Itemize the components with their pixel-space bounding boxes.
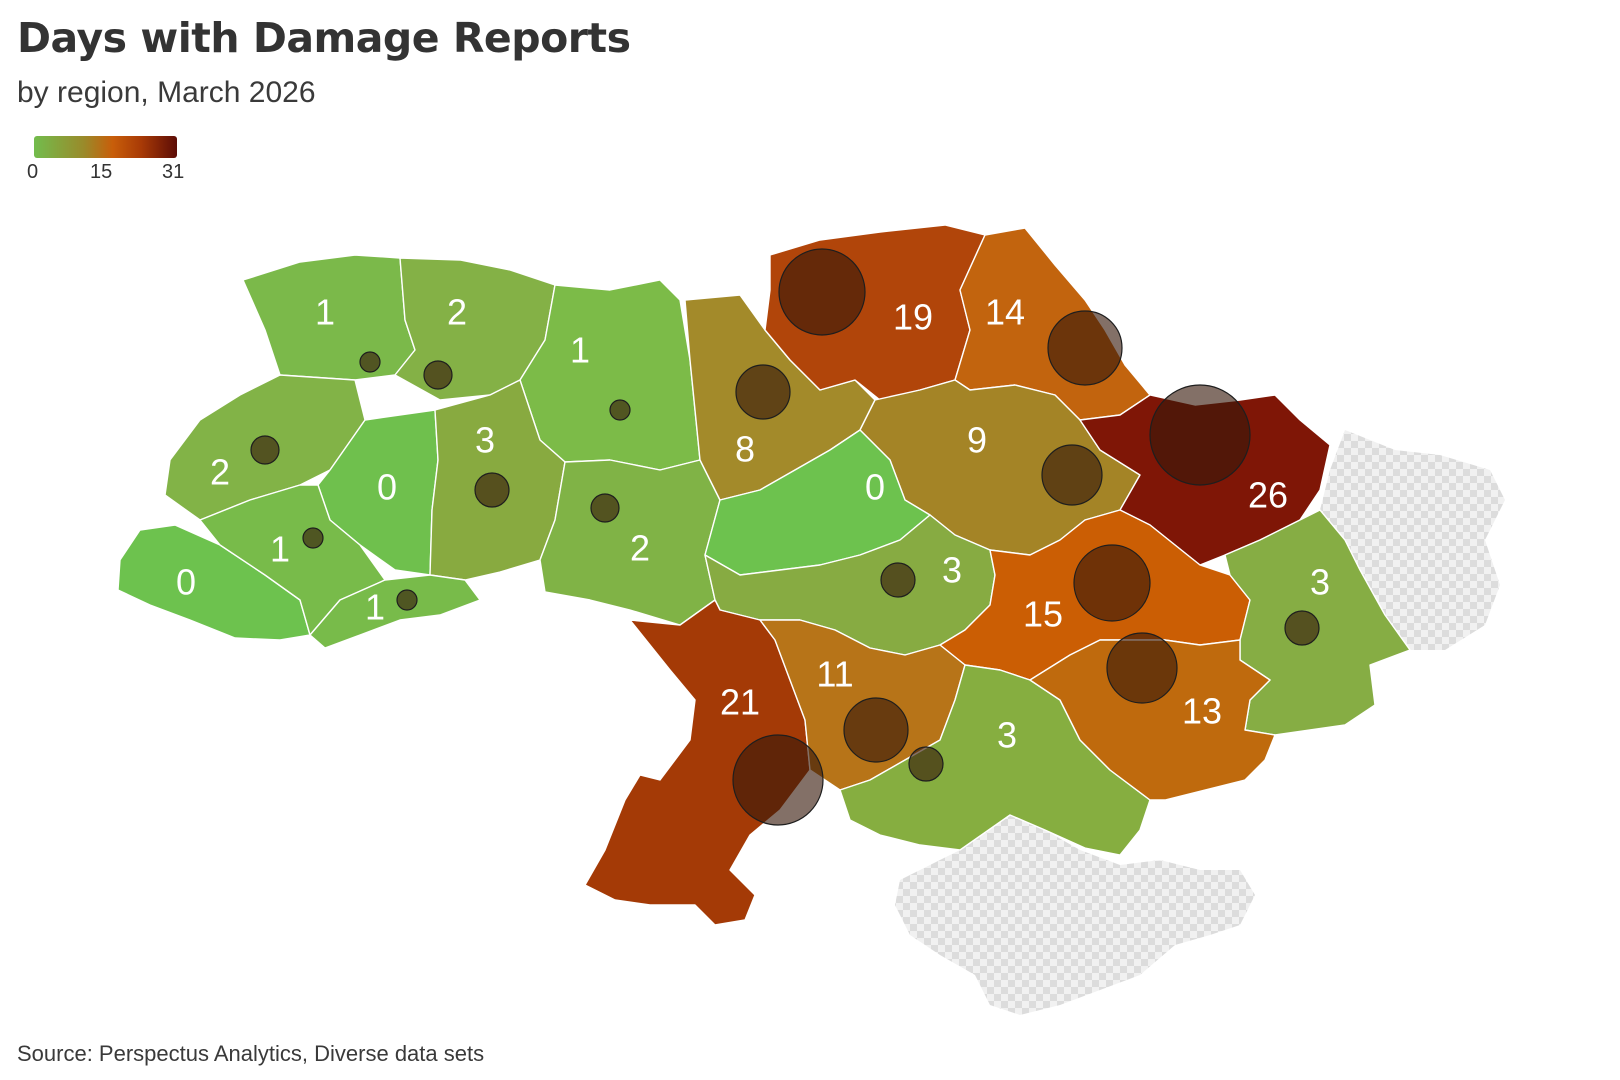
label-ivano-frankivsk: 1 <box>270 529 290 570</box>
label-kyiv: 8 <box>735 429 755 470</box>
bubble-zhytomyr <box>609 399 631 421</box>
bubble-kirovohrad <box>880 562 916 598</box>
bubble-chernihiv <box>778 248 866 336</box>
bubble-rivne <box>423 360 453 390</box>
label-chernivtsi: 1 <box>365 587 385 628</box>
label-cherkasy: 0 <box>865 467 885 508</box>
bubble-vinnytsia <box>590 493 620 523</box>
bubble-kharkiv <box>1149 384 1251 486</box>
bubble-sumy <box>1047 310 1123 386</box>
bubble-lviv <box>250 435 280 465</box>
bubble-chernivtsi <box>396 589 418 611</box>
label-sumy: 14 <box>985 292 1025 333</box>
labels-layer: 1 2 1 2 0 3 2 0 1 1 8 19 14 9 0 26 3 15 … <box>176 292 1330 756</box>
regions-layer <box>117 224 1411 926</box>
label-zaporizhzhia: 13 <box>1182 691 1222 732</box>
bubble-odesa <box>732 734 824 826</box>
legend-tick-min: 0 <box>27 161 39 183</box>
bubble-luhansk <box>1284 610 1320 646</box>
region-chernivtsi[interactable] <box>309 574 481 649</box>
region-zaporizhzhia[interactable] <box>1029 639 1276 801</box>
label-poltava: 9 <box>967 420 987 461</box>
label-kherson: 3 <box>997 715 1017 756</box>
bubble-volyn <box>359 351 381 373</box>
bubble-poltava <box>1041 444 1103 506</box>
map-subtitle: by region, March 2026 <box>17 76 316 109</box>
legend-tick-mid: 15 <box>90 161 113 183</box>
bubble-khmelnytskyi <box>474 472 510 508</box>
bubble-mykolaiv <box>843 697 909 763</box>
bubble-kherson <box>908 746 944 782</box>
source-note: Source: Perspectus Analytics, Diverse da… <box>17 1041 485 1066</box>
label-mykolaiv: 11 <box>816 654 853 695</box>
bubble-kyiv <box>735 364 791 420</box>
label-dnipropetrovsk: 15 <box>1023 594 1063 635</box>
label-zakarpattia: 0 <box>176 562 196 603</box>
bubble-dnipropetrovsk <box>1073 544 1151 622</box>
legend-tick-max: 31 <box>162 161 185 183</box>
label-kharkiv: 26 <box>1248 475 1288 516</box>
label-ternopil: 0 <box>377 467 397 508</box>
color-legend: 0 15 31 <box>22 136 192 186</box>
no-data-area-east <box>1320 430 1505 650</box>
label-luhansk: 3 <box>1310 562 1330 603</box>
label-vinnytsia: 2 <box>630 528 650 569</box>
no-data-area-crimea <box>895 815 1255 1015</box>
bubble-zaporizhzhia <box>1106 632 1178 704</box>
bubble-ivano-frankivsk <box>302 527 324 549</box>
legend-gradient-bar <box>34 136 177 158</box>
label-rivne: 2 <box>447 292 467 333</box>
label-kirovohrad: 3 <box>942 550 962 591</box>
label-volyn: 1 <box>315 292 335 333</box>
bubbles-layer <box>250 248 1320 826</box>
label-zhytomyr: 1 <box>570 330 590 371</box>
label-odesa: 21 <box>720 682 760 723</box>
label-khmelnytskyi: 3 <box>475 420 495 461</box>
label-lviv: 2 <box>210 452 230 493</box>
label-chernihiv: 19 <box>893 297 933 338</box>
map-title: Days with Damage Reports <box>17 14 631 62</box>
